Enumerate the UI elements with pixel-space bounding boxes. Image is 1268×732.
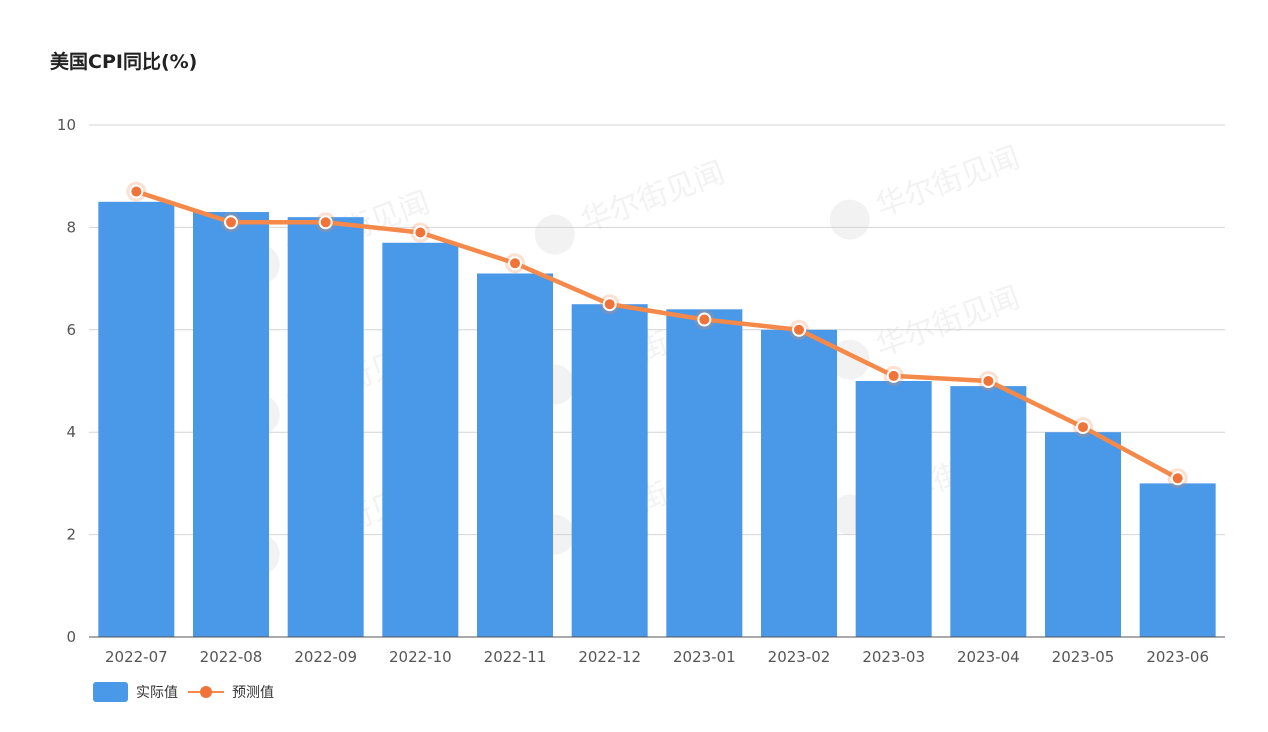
y-tick-label: 6: [66, 321, 76, 339]
svg-text:华尔街见闻: 华尔街见闻: [871, 280, 1024, 364]
bar[interactable]: [950, 386, 1027, 637]
watermark: 华尔街见闻: [829, 280, 1024, 380]
svg-text:华尔街见闻: 华尔街见闻: [576, 155, 729, 239]
chart-title: 美国CPI同比(%): [50, 51, 198, 73]
bar[interactable]: [98, 201, 175, 638]
bar[interactable]: [1045, 432, 1121, 637]
forecast-point[interactable]: [1170, 471, 1185, 486]
line-series: [126, 181, 1188, 489]
forecast-point[interactable]: [413, 225, 428, 240]
watermark: 华尔街见闻: [829, 140, 1024, 240]
x-tick-label: 2023-04: [957, 648, 1020, 666]
legend-item-actual[interactable]: 实际值: [93, 682, 178, 702]
bar[interactable]: [666, 309, 743, 637]
bar[interactable]: [571, 304, 648, 637]
x-tick-label: 2023-06: [1146, 648, 1209, 666]
svg-text:华尔街见闻: 华尔街见闻: [871, 140, 1024, 224]
x-tick-label: 2022-12: [578, 648, 641, 666]
y-tick-label: 10: [57, 116, 76, 134]
x-tick-label: 2022-09: [294, 648, 357, 666]
forecast-point[interactable]: [886, 368, 901, 383]
forecast-point[interactable]: [318, 215, 333, 230]
y-axis: 0 2 4 6 8 10: [57, 116, 76, 646]
legend-line-swatch: [188, 686, 224, 698]
x-tick-label: 2022-11: [484, 648, 547, 666]
legend-label-actual: 实际值: [136, 685, 178, 701]
legend-bar-swatch: [93, 682, 128, 702]
forecast-point[interactable]: [1076, 420, 1090, 435]
x-tick-label: 2022-07: [105, 648, 168, 666]
y-tick-label: 0: [66, 628, 76, 646]
x-tick-label: 2023-05: [1052, 648, 1115, 666]
forecast-point[interactable]: [508, 256, 522, 271]
bar[interactable]: [1139, 483, 1216, 637]
bar[interactable]: [761, 329, 837, 637]
forecast-point[interactable]: [129, 184, 144, 199]
forecast-point[interactable]: [602, 297, 617, 312]
legend-label-forecast: 预测值: [232, 685, 274, 701]
forecast-point[interactable]: [697, 312, 712, 327]
legend: 实际值 预测值: [93, 682, 284, 702]
x-tick-label: 2023-01: [673, 648, 736, 666]
bar[interactable]: [287, 217, 364, 637]
forecast-point[interactable]: [224, 215, 238, 230]
x-tick-label: 2022-08: [200, 648, 263, 666]
x-tick-label: 2022-10: [389, 648, 452, 666]
x-tick-label: 2023-02: [768, 648, 831, 666]
bar[interactable]: [855, 381, 932, 637]
legend-item-forecast[interactable]: 预测值: [188, 682, 274, 702]
bar[interactable]: [477, 273, 553, 637]
y-tick-label: 4: [66, 423, 76, 441]
y-tick-label: 8: [66, 218, 76, 236]
bar-series: [98, 201, 1216, 638]
watermark: 华尔街见闻: [534, 155, 729, 255]
forecast-point[interactable]: [981, 374, 996, 388]
bar[interactable]: [382, 242, 459, 637]
forecast-point[interactable]: [792, 322, 806, 337]
grid-lines: [89, 124, 1225, 536]
x-axis: 2022-07 2022-08 2022-09 2022-10 2022-11 2022-…: [89, 636, 1225, 666]
bar[interactable]: [193, 212, 269, 638]
x-tick-label: 2023-03: [862, 648, 925, 666]
y-tick-label: 2: [66, 526, 76, 544]
forecast-line: [134, 189, 1180, 481]
